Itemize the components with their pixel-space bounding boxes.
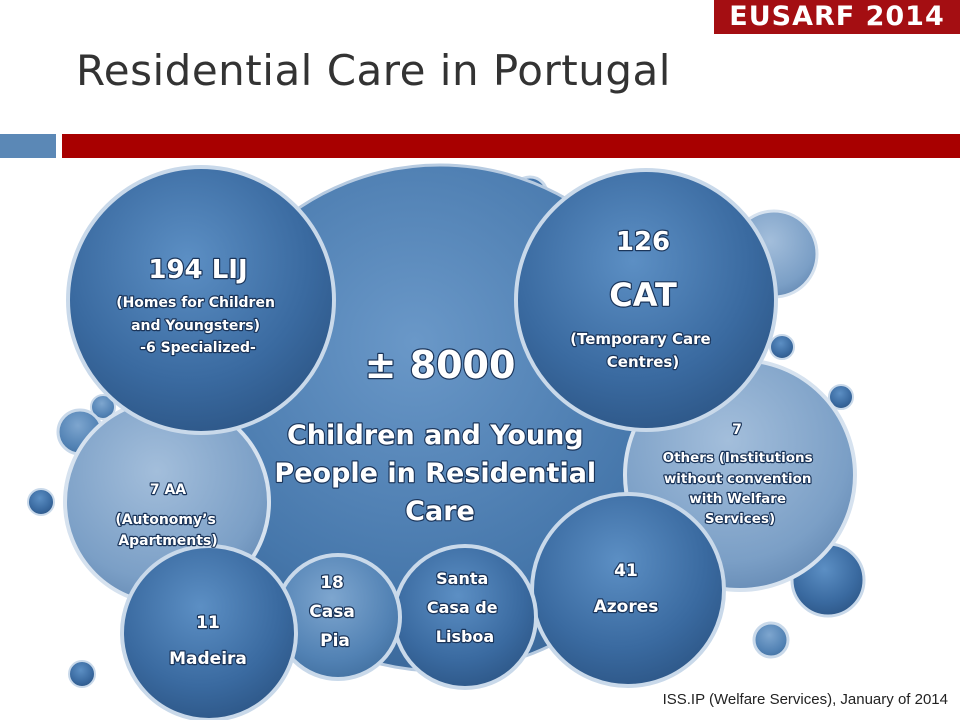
aa-count: 7 AA <box>150 482 186 498</box>
center-description-line: Care <box>405 496 475 527</box>
cat-description-line: (Temporary Care <box>570 330 711 348</box>
lij-description-line: (Homes for Children <box>116 295 275 311</box>
aa-description-line: Apartments) <box>118 533 217 549</box>
eusarf-logo: EUSARF 2014 <box>714 0 960 34</box>
decorative-bubble <box>828 384 854 410</box>
azores-bubble <box>530 492 726 688</box>
total-value: ± 8000 <box>365 343 516 387</box>
santa-casa-line: Santa <box>436 569 488 588</box>
casa-pia-line: Casa <box>309 602 355 622</box>
decorative-bubble <box>769 334 795 360</box>
cat-description-line: Centres) <box>607 353 679 371</box>
aa-description-line: (Autonomy’s <box>115 512 215 528</box>
lij-count: 194 LIJ <box>148 255 247 285</box>
madeira-name: Madeira <box>169 649 247 669</box>
lij-description: (Homes for Children and Youngsters) -6 S… <box>116 295 280 356</box>
decorative-bubble <box>90 394 116 420</box>
lij-description-line: -6 Specialized- <box>140 340 256 356</box>
cat-code: CAT <box>609 276 677 314</box>
aa-description: (Autonomy’s Apartments) <box>115 512 220 549</box>
lij-bubble <box>66 165 336 435</box>
madeira-count: 11 <box>196 613 220 633</box>
lij-description-line: and Youngsters) <box>131 318 260 334</box>
accent-bar-red <box>62 134 960 158</box>
azores-count: 41 <box>614 561 638 581</box>
madeira-bubble <box>120 544 298 720</box>
others-description-line: without convention <box>664 471 812 487</box>
others-description: Others (Institutions without convention … <box>663 450 818 527</box>
others-description-line: Others (Institutions <box>663 450 813 466</box>
center-description-line: Children and Young <box>287 420 584 451</box>
santa-casa-line: Casa de <box>427 598 498 617</box>
page-title: Residential Care in Portugal <box>76 46 671 95</box>
azores-name: Azores <box>594 597 659 617</box>
santa-casa-line: Lisboa <box>436 627 494 646</box>
santa-casa-bubble <box>392 544 538 690</box>
others-description-line: with Welfare <box>689 491 786 507</box>
source-note: ISS.IP (Welfare Services), January of 20… <box>662 691 948 708</box>
cat-description: (Temporary Care Centres) <box>570 330 716 371</box>
casa-pia-line: 18 <box>320 573 344 593</box>
casa-pia-line: Pia <box>320 631 350 651</box>
cat-bubble <box>514 168 778 432</box>
center-description-line: People in Residential <box>274 458 596 489</box>
cat-count: 126 <box>616 227 670 257</box>
accent-bar-blue <box>0 134 56 158</box>
others-description-line: Services) <box>705 511 775 527</box>
casa-pia-label: 18 Casa Pia <box>309 573 360 651</box>
decorative-bubble <box>68 660 96 688</box>
center-description: Children and Young People in Residential… <box>274 420 605 527</box>
santa-casa-label: Santa Casa de Lisboa <box>427 569 503 646</box>
decorative-bubble <box>752 621 790 659</box>
decorative-bubble <box>27 488 55 516</box>
others-count: 7 <box>732 422 742 438</box>
